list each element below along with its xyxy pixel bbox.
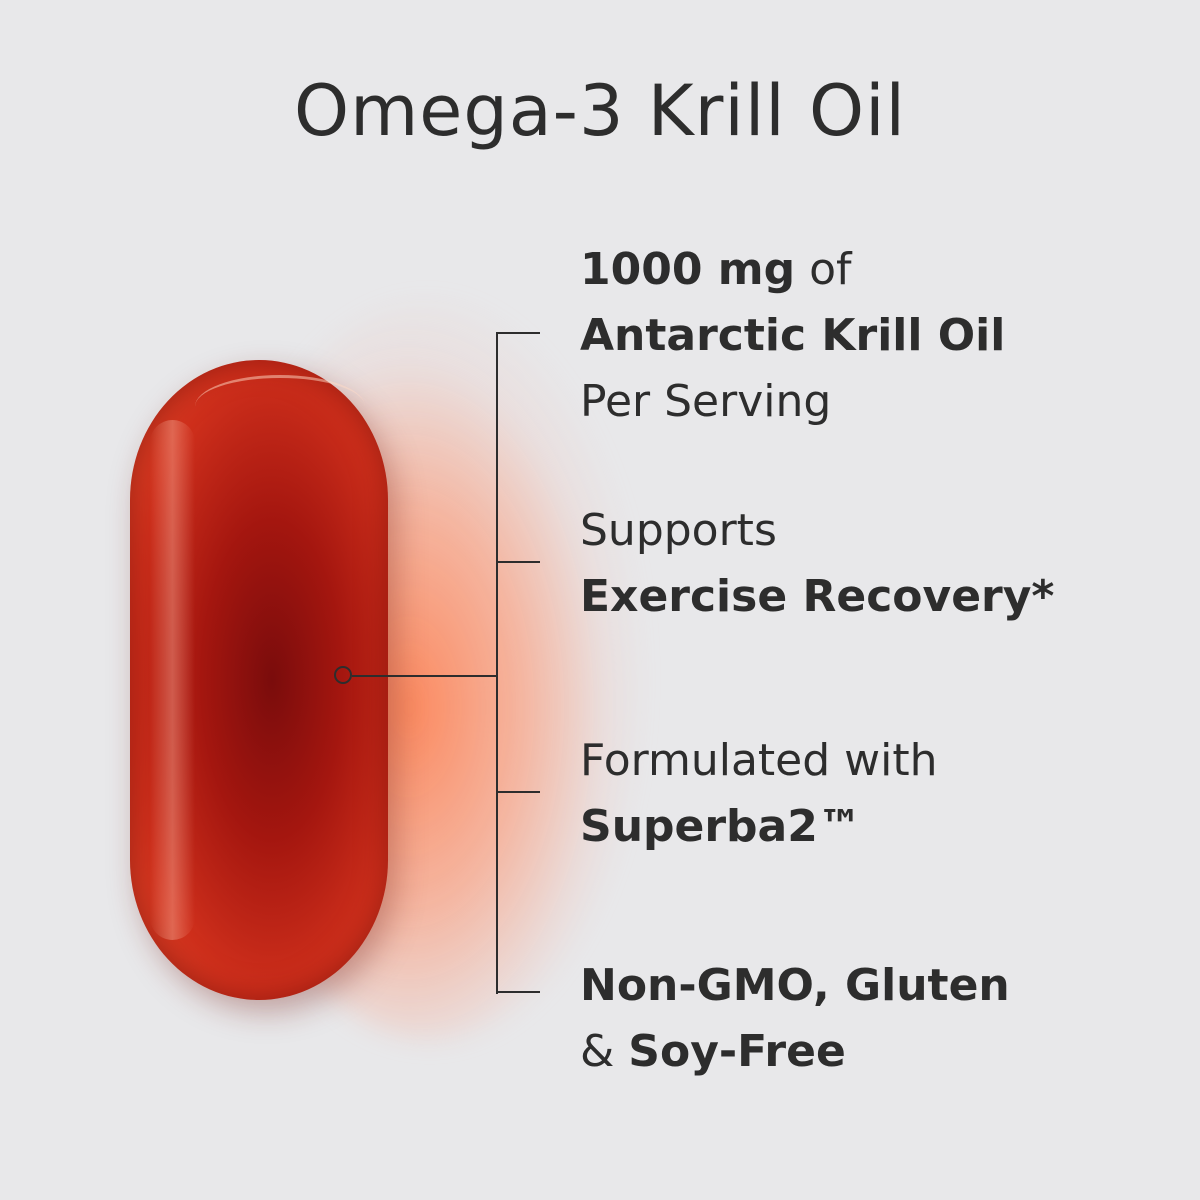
feature-line: Exercise Recovery*	[580, 564, 1054, 630]
regular-text: of	[795, 244, 852, 295]
connector-dot	[334, 666, 352, 684]
bold-text: Exercise Recovery*	[580, 571, 1055, 622]
feature-line: Superba2™	[580, 794, 938, 860]
bracket-tick-4	[496, 991, 540, 993]
feature-line: & Soy-Free	[580, 1019, 1010, 1085]
page-title: Omega-3 Krill Oil	[294, 70, 906, 152]
feature-line: Per Serving	[580, 369, 1005, 435]
bold-text: Superba2™	[580, 801, 862, 852]
bracket-vertical-line	[496, 332, 498, 994]
bold-text: Soy-Free	[628, 1026, 846, 1077]
feature-line: Antarctic Krill Oil	[580, 303, 1005, 369]
regular-text: Formulated with	[580, 735, 938, 786]
bracket-tick-2	[496, 561, 540, 563]
feature-non-gmo: Non-GMO, Gluten & Soy-Free	[580, 953, 1010, 1085]
bold-text: 1000 mg	[580, 244, 796, 295]
regular-text: &	[580, 1026, 629, 1077]
bracket-tick-3	[496, 791, 540, 793]
regular-text: Per Serving	[580, 376, 832, 427]
connector-line	[352, 675, 498, 677]
capsule-highlight-top	[195, 375, 365, 438]
regular-text: Supports	[580, 505, 777, 556]
feature-line: 1000 mg of	[580, 237, 1005, 303]
bold-text: Antarctic Krill Oil	[580, 310, 1006, 361]
feature-dosage: 1000 mg of Antarctic Krill Oil Per Serving	[580, 237, 1005, 435]
feature-line: Non-GMO, Gluten	[580, 953, 1010, 1019]
feature-superba2: Formulated with Superba2™	[580, 728, 938, 860]
bold-text: Non-GMO, Gluten	[580, 960, 1010, 1011]
capsule-highlight	[150, 420, 195, 940]
feature-line: Supports	[580, 498, 1054, 564]
bracket-tick-1	[496, 332, 540, 334]
feature-line: Formulated with	[580, 728, 938, 794]
feature-exercise-recovery: Supports Exercise Recovery*	[580, 498, 1054, 630]
